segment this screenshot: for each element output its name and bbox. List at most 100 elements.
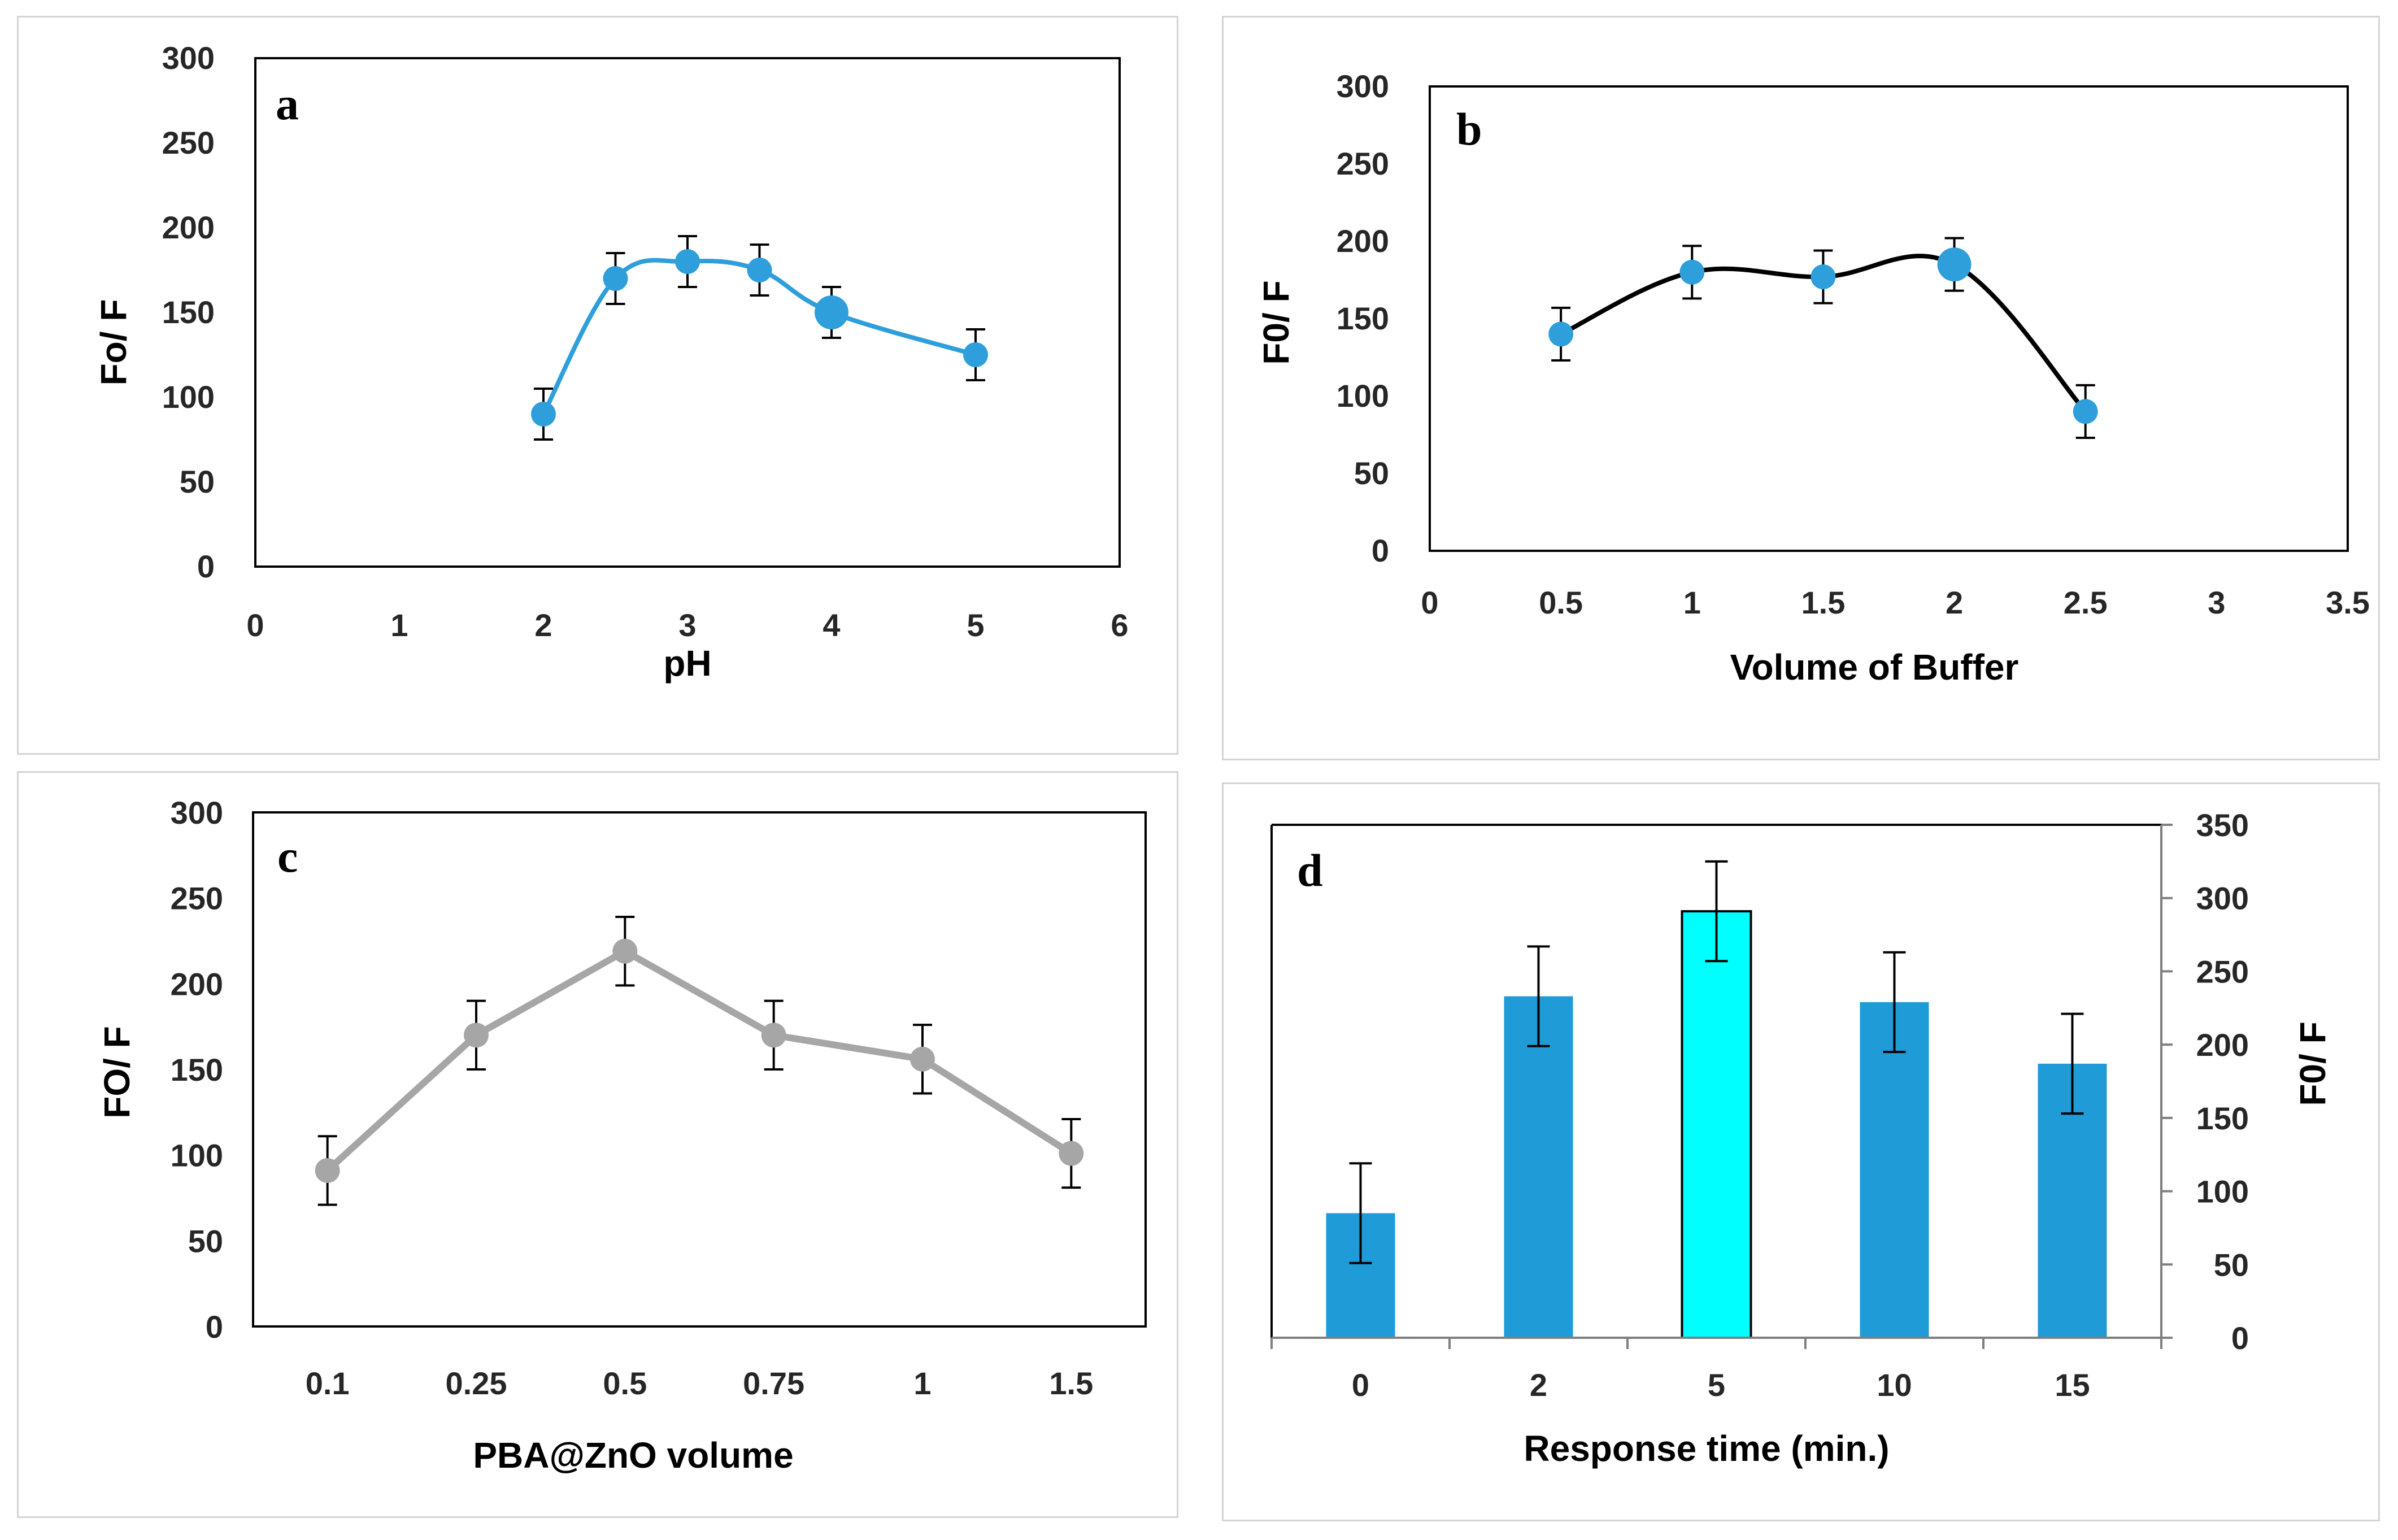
- chart-a: 0 50 100 150 200 250 300 0 1 2 3 4 5 6 a pH Fo/ F: [93, 40, 1129, 684]
- y-tick-label: 200: [171, 966, 223, 1002]
- y-tick-label: 150: [2196, 1100, 2249, 1136]
- x-tick-label: 2.5: [2064, 585, 2108, 620]
- y-tick-label: 150: [1337, 301, 1389, 336]
- y-tick-label: 50: [188, 1223, 223, 1259]
- series-line: [325, 947, 1073, 1173]
- bar: [1860, 1002, 1929, 1338]
- panel-a: 0 50 100 150 200 250 300 0 1 2 3 4 5 6 a pH Fo/ F: [17, 16, 1178, 755]
- x-tick-label: 1.5: [1801, 585, 1845, 620]
- x-tick-label: 3.5: [2326, 585, 2370, 620]
- y-tick-label: 0: [1372, 533, 1389, 568]
- data-point: [612, 938, 638, 964]
- y-tick-label: 0: [197, 549, 215, 584]
- y-tick-label: 100: [171, 1138, 223, 1173]
- y-tick-label: 200: [1337, 223, 1389, 259]
- x-tick-label: 5: [967, 607, 984, 643]
- y-tick-label: 250: [162, 125, 215, 160]
- x-tick-label: 0.5: [603, 1365, 647, 1401]
- x-tick-label: 2: [1530, 1367, 1547, 1403]
- data-point: [1937, 247, 1972, 282]
- panel-b: 0 50 100 150 200 250 300 0 0.5 1 1.5 2 2.5 3 3.5 b Vol…: [1222, 16, 2380, 760]
- y-tick-label: 0: [206, 1309, 223, 1345]
- y-tick-label: 100: [1337, 378, 1389, 414]
- x-axis-label: PBA@ZnO volume: [473, 1435, 793, 1476]
- bar: [1504, 996, 1573, 1338]
- x-tick-label: 2: [534, 607, 552, 643]
- data-point: [761, 1023, 786, 1048]
- x-tick-label: 3: [678, 607, 696, 643]
- data-point: [1059, 1141, 1084, 1166]
- x-tick-label: 0.75: [743, 1365, 804, 1401]
- x-tick-label: 10: [1877, 1367, 1912, 1403]
- x-tick-label: 0.5: [1539, 585, 1583, 620]
- x-tick-label: 1.5: [1049, 1365, 1093, 1401]
- series-line: [541, 258, 977, 415]
- y-tick-label: 50: [180, 464, 215, 499]
- chart-c: 0 50 100 150 200 250 300 0.1 0.25 0.5 0.75 1 1.5 c P…: [97, 795, 1147, 1476]
- y-axis-label: FO/ F: [97, 1026, 137, 1119]
- y-tick-label: 350: [2196, 807, 2249, 843]
- panel-label-d: d: [1297, 845, 1323, 896]
- x-axis-label: Response time (min.): [1524, 1428, 1889, 1469]
- y-tick-label: 100: [2196, 1174, 2249, 1210]
- y-tick-label: 300: [171, 795, 223, 830]
- data-point: [675, 249, 700, 274]
- data-point: [963, 342, 988, 367]
- x-tick-label: 5: [1708, 1367, 1725, 1403]
- data-point: [747, 258, 772, 282]
- plot-area: [1429, 85, 2349, 552]
- y-tick-label: 250: [2196, 954, 2249, 989]
- y-tick-label: 100: [162, 379, 215, 415]
- data-point: [2073, 399, 2098, 424]
- y-tick-label: 300: [162, 40, 215, 76]
- panel-c: 0 50 100 150 200 250 300 0.1 0.25 0.5 0.75 1 1.5 c P…: [17, 771, 1178, 1518]
- y-tick-label: 200: [2196, 1027, 2249, 1063]
- data-point: [1811, 264, 1836, 290]
- data-point: [603, 266, 628, 291]
- y-tick-label: 250: [1337, 146, 1389, 181]
- y-axis-label: F0/ F: [1256, 280, 1296, 364]
- x-tick-label: 3: [2208, 585, 2225, 620]
- y-tick-label: 300: [2196, 881, 2249, 916]
- data-point: [910, 1046, 935, 1072]
- y-tick-label: 0: [2231, 1320, 2249, 1356]
- panel-label-b: b: [1456, 103, 1482, 155]
- y-tick-label: 150: [162, 294, 215, 330]
- y-tick-label: 250: [171, 881, 223, 916]
- y-axis-label: F0/ F: [2292, 1021, 2333, 1106]
- chart-b: 0 50 100 150 200 250 300 0 0.5 1 1.5 2 2.5 3 3.5 b Vol…: [1256, 68, 2370, 688]
- x-tick-label: 4: [822, 607, 840, 643]
- chart-d: 0 50 100 150 200 250 300 350 0 2 5 10 15 d Response …: [1270, 807, 2333, 1469]
- data-point: [531, 402, 556, 427]
- x-tick-label: 0: [1421, 585, 1438, 620]
- x-tick-label: 0.25: [446, 1365, 507, 1401]
- panel-d: 0 50 100 150 200 250 300 350 0 2 5 10 15 d Response …: [1222, 782, 2380, 1521]
- data-point: [464, 1023, 489, 1048]
- data-point: [315, 1158, 340, 1183]
- y-tick-label: 200: [162, 210, 215, 245]
- data-point: [815, 295, 848, 329]
- x-tick-label: 1: [1683, 585, 1701, 620]
- x-tick-label: 1: [390, 607, 408, 643]
- panel-label-c: c: [277, 830, 298, 882]
- x-axis-label: Volume of Buffer: [1730, 647, 2019, 688]
- x-axis-label: pH: [663, 643, 711, 684]
- x-tick-label: 15: [2055, 1367, 2090, 1403]
- x-tick-label: 1: [913, 1365, 931, 1401]
- plot-area: [254, 57, 1121, 568]
- panel-label-a: a: [276, 78, 299, 129]
- x-tick-label: 0: [246, 607, 264, 643]
- x-tick-label: 2: [1946, 585, 1963, 620]
- x-tick-label: 0: [1352, 1367, 1369, 1403]
- x-tick-label: 0.1: [306, 1365, 350, 1401]
- x-tick-label: 6: [1111, 607, 1128, 643]
- data-point: [1548, 321, 1574, 347]
- y-axis-label: Fo/ F: [93, 299, 134, 386]
- bar: [1681, 910, 1752, 1339]
- data-point: [1679, 259, 1705, 285]
- y-tick-label: 300: [1337, 68, 1389, 104]
- y-tick-label: 50: [2214, 1247, 2249, 1282]
- y-tick-label: 50: [1354, 455, 1389, 491]
- y-tick-label: 150: [171, 1052, 223, 1087]
- plot-area: [252, 811, 1147, 1328]
